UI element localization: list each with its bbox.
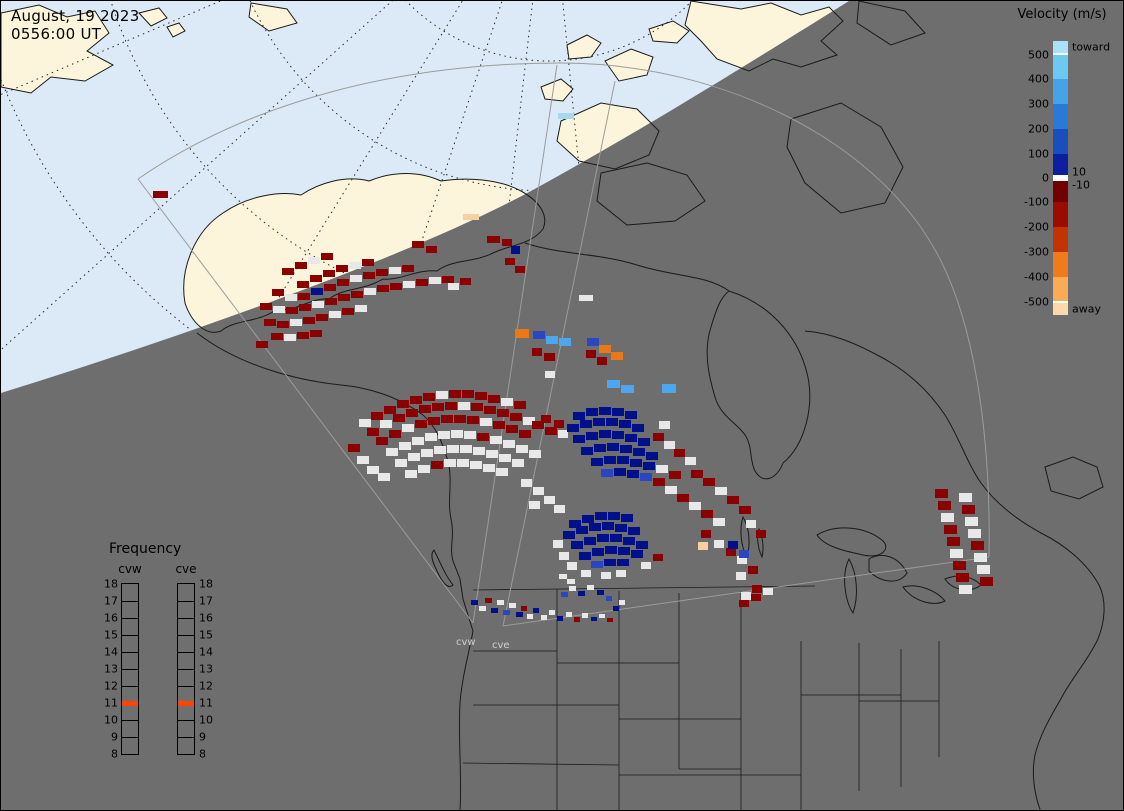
frequency-cell (122, 618, 138, 635)
frequency-highlight-marker (122, 701, 138, 706)
svg-text:cve: cve (492, 640, 510, 651)
colorbar-segment (1053, 277, 1068, 301)
frequency-cell (178, 652, 194, 669)
velocity-direction-label: away (1072, 302, 1101, 316)
frequency-tick-label: 12 (199, 679, 213, 693)
velocity-direction-label: toward (1072, 40, 1111, 54)
state-borders (462, 585, 940, 810)
frequency-cell (178, 601, 194, 618)
frequency-tick-label: 16 (199, 611, 213, 625)
colorbar-segment (1053, 41, 1068, 53)
frequency-tick-label: 15 (199, 628, 213, 642)
frequency-tick-label: 8 (199, 747, 206, 761)
colorbar-segment (1053, 301, 1068, 303)
colorbar-segment (1053, 154, 1068, 175)
frequency-cell (122, 686, 138, 703)
colorbar-segment (1053, 252, 1068, 277)
frequency-cell (122, 601, 138, 618)
velocity-tick-label: 0 (1042, 171, 1049, 185)
frequency-cell (178, 720, 194, 737)
frequency-tick-label: 9 (199, 730, 206, 744)
timestamp-block: August, 19 2023 0556:00 UT (11, 7, 140, 43)
velocity-direction-label: 10 (1072, 165, 1086, 179)
frequency-tick-label: 12 (104, 679, 118, 693)
frequency-cell (122, 652, 138, 669)
frequency-tick-label: 10 (104, 713, 118, 727)
frequency-tick-label: 13 (104, 662, 118, 676)
colorbar-segment (1053, 181, 1068, 202)
frequency-tick-label: 10 (199, 713, 213, 727)
colorbar-segment (1053, 202, 1068, 227)
velocity-tick-label: 500 (1028, 48, 1049, 62)
velocity-tick-label: 200 (1028, 122, 1049, 136)
velocity-tick-label: 400 (1028, 72, 1049, 86)
velocity-colorbar (1053, 41, 1068, 315)
frequency-cell (122, 669, 138, 686)
frequency-cell (178, 618, 194, 635)
frequency-column-label: cve (175, 562, 197, 576)
velocity-tick-label: 100 (1028, 147, 1049, 161)
colorbar-segment (1053, 79, 1068, 104)
frequency-tick-label: 15 (104, 628, 118, 642)
frequency-tick-label: 13 (199, 662, 213, 676)
frequency-cell (122, 635, 138, 652)
frequency-cell (178, 686, 194, 703)
frequency-cell (122, 737, 138, 754)
frequency-legend: Frequency cvw 18 17 16 15 14 13 12 11 10 9 8 cve 18 17… (96, 539, 231, 784)
velocity-legend: Velocity (m/s) 500 400 300 200 100 0 -100 -200 -… (1001, 7, 1123, 337)
echo-layer (153, 113, 993, 622)
svg-text:cvw: cvw (456, 637, 476, 648)
colorbar-segment (1053, 104, 1068, 129)
colorbar-segment (1053, 227, 1068, 252)
frequency-tick-label: 11 (104, 696, 118, 710)
frequency-bar-cve (177, 583, 195, 755)
frequency-tick-label: 14 (104, 645, 118, 659)
frequency-tick-label: 14 (199, 645, 213, 659)
frequency-cell (178, 584, 194, 601)
frequency-tick-label: 8 (111, 747, 118, 761)
velocity-tick-label: -200 (1024, 220, 1049, 234)
velocity-direction-label: -10 (1072, 178, 1090, 192)
velocity-tick-label: -400 (1024, 270, 1049, 284)
frequency-cell (122, 584, 138, 601)
colorbar-segment (1053, 55, 1068, 79)
date-label: August, 19 2023 (11, 7, 140, 25)
frequency-tick-label: 17 (104, 594, 118, 608)
frequency-legend-title: Frequency (109, 541, 182, 557)
frequency-tick-label: 16 (104, 611, 118, 625)
frequency-tick-label: 17 (199, 594, 213, 608)
colorbar-segment (1053, 178, 1068, 181)
frequency-tick-label: 11 (199, 696, 213, 710)
frequency-cell (178, 737, 194, 754)
frequency-tick-label: 9 (111, 730, 118, 744)
velocity-tick-label: -500 (1024, 295, 1049, 309)
frequency-cell (122, 720, 138, 737)
velocity-legend-title: Velocity (m/s) (1017, 7, 1107, 22)
colorbar-segment (1053, 129, 1068, 154)
velocity-tick-label: -300 (1024, 245, 1049, 259)
frequency-cell (178, 669, 194, 686)
colorbar-segment (1053, 175, 1068, 178)
frequency-tick-label: 18 (104, 577, 118, 591)
frequency-column-label: cvw (118, 562, 142, 576)
velocity-tick-label: 300 (1028, 97, 1049, 111)
velocity-tick-label: -100 (1024, 195, 1049, 209)
coastlines-night (196, 242, 1105, 810)
frequency-bar-cvw (121, 583, 139, 755)
frequency-tick-label: 18 (199, 577, 213, 591)
time-label: 0556:00 UT (11, 25, 102, 43)
colorbar-segment (1053, 303, 1068, 315)
frequency-highlight-marker (178, 701, 194, 706)
frequency-cell (178, 635, 194, 652)
radar-site-labels: cvw cve (456, 637, 510, 651)
colorbar-segment (1053, 53, 1068, 55)
